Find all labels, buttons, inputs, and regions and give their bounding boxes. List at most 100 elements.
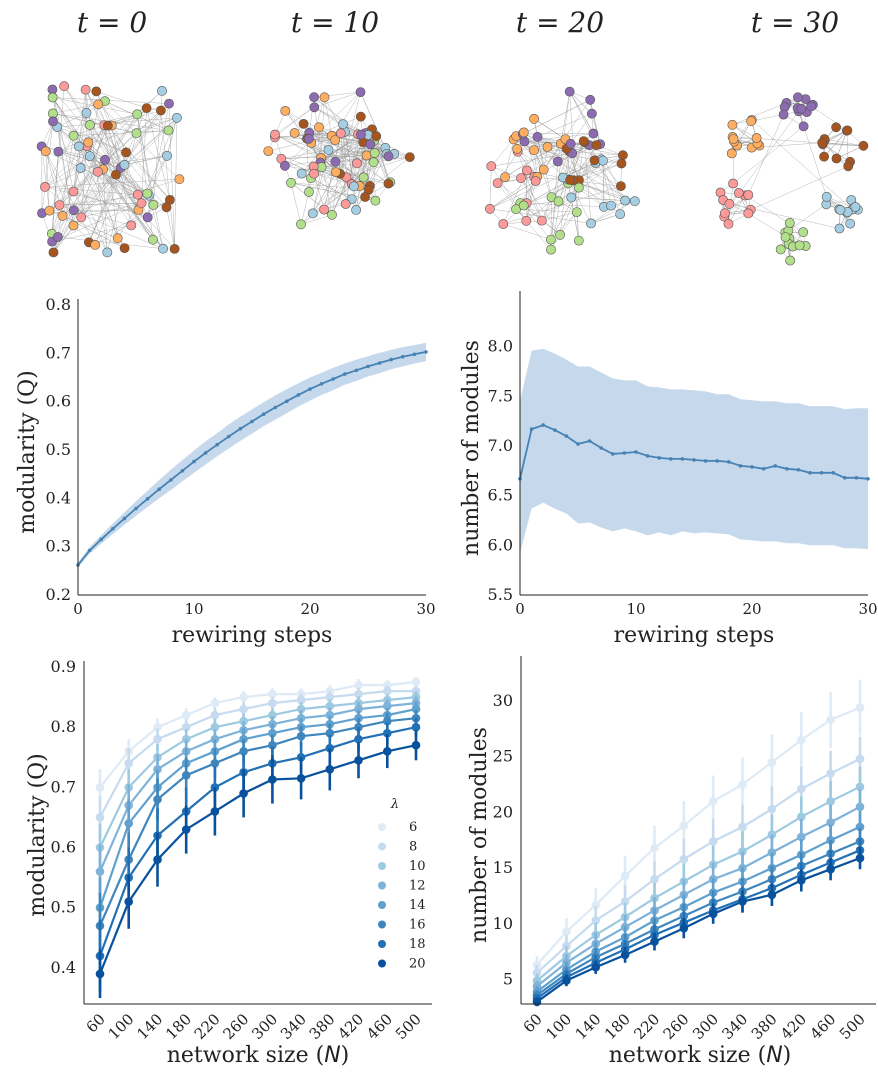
p3-series-10	[95, 691, 421, 872]
network-node	[588, 128, 599, 139]
network-edge	[589, 99, 601, 145]
p4-x-tick-label: 340	[718, 1010, 751, 1043]
network-node	[119, 159, 130, 170]
p4-point	[532, 997, 542, 1007]
p3-point	[411, 722, 421, 732]
p3-series-line	[98, 708, 417, 909]
p4-x-tick-label: 460	[806, 1010, 839, 1043]
network-edge	[489, 166, 492, 209]
network-node	[319, 204, 330, 215]
p3-point	[325, 701, 335, 711]
network-edge	[115, 174, 139, 211]
p1-point	[296, 393, 301, 397]
network-edge	[321, 162, 374, 168]
network-edge	[146, 108, 171, 200]
network-edge	[732, 126, 804, 184]
p3-y-tick-label: 0.4	[51, 958, 76, 977]
network-node	[340, 199, 351, 209]
network-node	[529, 145, 539, 156]
network-node	[335, 128, 346, 139]
p1-x-tick-label: 20	[300, 600, 319, 618]
network-edge	[303, 123, 389, 184]
p3-series-line	[98, 702, 417, 873]
p3-point	[325, 765, 335, 774]
network-edge	[96, 91, 147, 109]
network-edge	[125, 152, 171, 201]
network-node	[794, 240, 805, 251]
p3-legend-marker	[378, 920, 386, 929]
p2-y-tick-label: 7.0	[488, 436, 513, 455]
p4-y-tick-label: 30	[493, 691, 513, 710]
network-edge	[107, 125, 171, 201]
network-edge	[94, 164, 125, 245]
p3-legend-marker	[378, 881, 386, 890]
network-edge	[73, 89, 86, 192]
p4-point	[797, 784, 806, 794]
network-edge	[51, 151, 59, 234]
network-node	[132, 189, 143, 200]
p4-series-line	[536, 857, 861, 1003]
network-node	[112, 233, 123, 244]
network-edge	[335, 116, 362, 162]
p2-y-tick-label: 6.0	[488, 535, 513, 554]
network-node	[775, 244, 786, 255]
network-node	[746, 116, 756, 127]
p3-point	[153, 795, 162, 804]
network-edge	[44, 186, 75, 211]
network-edge	[49, 209, 139, 211]
network-title-t30: t = 30	[751, 6, 839, 39]
p4-series-line	[536, 849, 861, 1000]
network-edge	[320, 134, 362, 163]
p4-y-tick-label: 15	[493, 858, 513, 877]
p1-x-tick-label: 0	[73, 600, 83, 618]
network-edge	[294, 132, 337, 173]
network-edge	[375, 136, 389, 184]
network-edge	[306, 138, 310, 193]
network-node	[532, 131, 543, 142]
p3-legend-label: 14	[409, 898, 426, 913]
p2-point	[553, 428, 557, 432]
p2-point	[761, 467, 766, 471]
p3-y-tick-label: 0.8	[51, 717, 76, 736]
network-edge	[732, 102, 787, 126]
p4-x-tick-label: 300	[689, 1010, 722, 1043]
network-edge	[572, 144, 597, 181]
network-node	[726, 148, 737, 159]
p3-x-tick-label: 300	[248, 1010, 281, 1043]
network-graph-1	[263, 87, 415, 230]
p4-x-tick-label: 140	[572, 1010, 605, 1043]
p2-point	[738, 464, 743, 468]
network-edge	[89, 114, 138, 126]
network-edge	[520, 177, 561, 235]
p3-point	[268, 740, 277, 750]
network-node	[48, 116, 58, 127]
network-node	[93, 99, 104, 110]
network-node	[298, 119, 309, 129]
network-edge	[600, 159, 612, 206]
network-edge	[73, 125, 109, 211]
p1-confidence-band	[78, 342, 426, 568]
p4-series-line	[536, 706, 861, 966]
network-node	[537, 215, 547, 226]
network-node	[780, 232, 791, 242]
p3-point	[354, 756, 363, 765]
p1-point	[180, 469, 185, 473]
network-edge	[73, 117, 178, 226]
p4-point	[767, 804, 777, 814]
network-node	[565, 138, 576, 149]
network-node	[309, 92, 319, 103]
p2-ylabel: number of modules	[459, 340, 484, 556]
network-node	[351, 204, 361, 215]
p3-x-tick-label: 420	[334, 1010, 367, 1043]
p3-point	[95, 813, 105, 822]
network-node	[121, 147, 131, 158]
network-node	[845, 218, 856, 229]
network-node	[723, 218, 734, 229]
p2-point	[529, 427, 534, 431]
network-node	[743, 190, 754, 200]
p2-point	[715, 459, 719, 463]
p4-point	[679, 821, 689, 831]
p2-point	[703, 459, 708, 463]
p2-point	[622, 451, 627, 455]
p4-y-tick-label: 5	[503, 970, 513, 989]
